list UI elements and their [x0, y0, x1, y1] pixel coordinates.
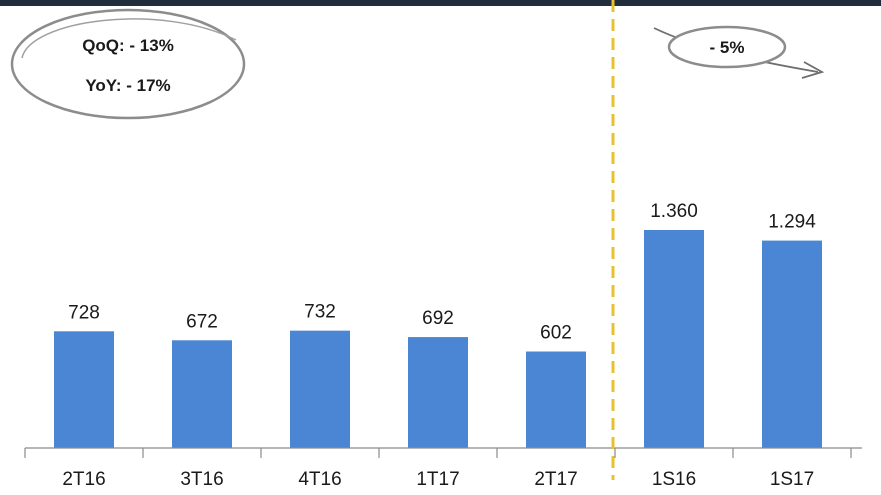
value-label-1s17: 1.294 — [768, 212, 816, 233]
category-labels-group: 2T16 3T16 4T16 1T17 2T17 1S16 1S17 — [62, 469, 814, 490]
bar-3t16 — [172, 340, 232, 448]
semester-callout-ellipse — [667, 25, 787, 69]
category-label-2t16: 2T16 — [62, 469, 105, 490]
category-label-1s16: 1S16 — [652, 469, 696, 490]
callout-ellipse-sketch-line — [21, 18, 237, 59]
value-label-3t16: 672 — [186, 311, 218, 332]
semester-change-label: - 5% — [710, 38, 745, 57]
category-label-1t17: 1T17 — [416, 469, 459, 490]
qoq-change-label: QoQ: - 13% — [82, 36, 174, 55]
quarterly-change-callout: QoQ: - 13% YoY: - 17% — [10, 8, 246, 120]
category-label-3t16: 3T16 — [180, 469, 223, 490]
bar-2t17 — [526, 351, 586, 448]
semester-change-callout: - 5% — [653, 25, 825, 79]
value-label-1t17: 692 — [422, 308, 454, 329]
bar-1t17 — [408, 337, 468, 448]
value-labels-group: 728 672 732 692 602 1.360 1.294 — [68, 201, 816, 344]
callout-ellipse — [10, 8, 246, 120]
header-strip — [0, 0, 881, 6]
trend-arrow-head — [801, 61, 825, 79]
category-label-4t16: 4T16 — [298, 469, 341, 490]
bar-1s16 — [644, 230, 704, 448]
yoy-change-label: YoY: - 17% — [85, 76, 170, 95]
category-label-2t17: 2T17 — [534, 469, 577, 490]
bar-2t16 — [54, 331, 114, 448]
value-label-2t17: 602 — [540, 323, 572, 344]
x-axis-ticks — [24, 448, 852, 458]
bars-group — [54, 230, 822, 448]
bar-4t16 — [290, 330, 350, 448]
bar-1s17 — [762, 240, 822, 448]
category-label-1s17: 1S17 — [770, 469, 814, 490]
value-label-1s16: 1.360 — [650, 201, 698, 222]
value-label-4t16: 732 — [304, 302, 336, 323]
value-label-2t16: 728 — [68, 302, 100, 323]
